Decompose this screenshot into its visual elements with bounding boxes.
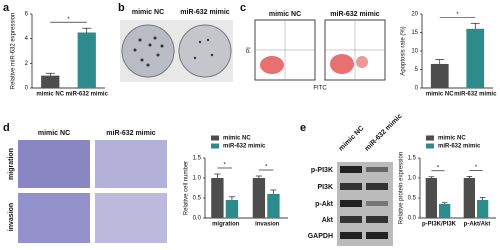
significance-label: * [437, 165, 440, 171]
bar [77, 32, 96, 88]
legend-label: mimic NC [223, 136, 251, 142]
axis-label: FITC [313, 86, 327, 92]
legend-swatch [426, 135, 434, 141]
legend-swatch [211, 143, 219, 149]
bar [41, 75, 60, 88]
cell-cluster [260, 56, 284, 74]
bar [439, 204, 451, 218]
row-label: GAPDH [308, 233, 333, 240]
legend-label: mimic NC [438, 136, 466, 142]
column-label: mimic NC [338, 125, 366, 153]
panel-label: c [240, 2, 246, 14]
y-tick-label: 0.5 [408, 196, 417, 202]
bar [477, 200, 489, 218]
x-tick-label: miR-632 mimic [454, 92, 497, 98]
bar [267, 194, 280, 218]
cell-cluster [330, 54, 354, 74]
image-label: mimic NC [38, 130, 70, 137]
image-label: miR-632 mimic [106, 130, 156, 137]
row-label: migration [8, 148, 15, 180]
bar [425, 178, 438, 218]
legend-swatch [211, 135, 219, 141]
panel-label: d [3, 122, 10, 134]
y-tick-label: 0.0 [193, 216, 202, 222]
legend-label: miR-632 mimic [223, 144, 266, 150]
row-label: p-PI3K [311, 167, 333, 174]
legend-label: miR-632 mimic [438, 144, 481, 150]
y-tick-label: 15 [411, 30, 418, 36]
x-tick-label: migration [212, 222, 240, 228]
y-axis-label: Relative cell number [184, 161, 190, 215]
y-tick-label: 1.5 [193, 156, 202, 162]
cell-image [18, 140, 90, 188]
blot [337, 162, 393, 246]
y-tick-label: 0.0 [408, 216, 417, 222]
y-tick-label: 1.0 [408, 176, 417, 182]
x-tick-label: invasion [255, 222, 280, 228]
colony-plate [178, 24, 232, 78]
x-tick-label: mimic NC [426, 92, 454, 98]
y-tick-label: 10 [411, 49, 418, 55]
significance-label: * [475, 165, 478, 171]
image-label: miR-632 mimic [180, 9, 230, 16]
cell-image [95, 193, 167, 243]
y-tick-label: 0 [415, 86, 419, 92]
significance-label: * [265, 165, 268, 171]
row-label: PI3K [317, 184, 333, 191]
bar [466, 28, 485, 88]
x-tick-label: miR-632 mimic [66, 92, 109, 98]
y-tick-label: 20 [411, 12, 418, 18]
y-tick-label: 4 [25, 36, 29, 42]
y-tick-label: 2 [25, 61, 29, 67]
panel-label: e [300, 122, 306, 134]
legend-swatch [426, 143, 434, 149]
panel-label: a [3, 2, 10, 14]
y-axis-label: Relative miR-632 expression [11, 13, 17, 90]
image-label: mimic NC [269, 11, 301, 18]
panel-label: b [118, 2, 125, 14]
cell-cluster [356, 56, 368, 68]
bar [430, 63, 449, 88]
y-tick-label: 1.5 [408, 156, 417, 162]
row-label: p-Akt [315, 201, 334, 208]
image-label: miR-632 mimic [330, 11, 380, 18]
bar [463, 178, 476, 218]
x-tick-label: mimic NC [36, 92, 64, 98]
y-axis-label: Relative protein expression [399, 152, 405, 224]
cell-image [95, 140, 167, 188]
column-label: miR-632 mimic [364, 113, 404, 153]
bar [225, 200, 239, 218]
x-tick-label: p-PI3K/PI3K [422, 222, 457, 228]
y-tick-label: 1.0 [193, 176, 202, 182]
y-tick-label: 5 [415, 67, 419, 73]
x-tick-label: p-Akt/Akt [464, 222, 491, 228]
significance-label: * [67, 17, 70, 23]
axis-label: PI [247, 47, 253, 53]
row-label: Akt [322, 217, 334, 224]
significance-label: * [456, 12, 459, 18]
y-axis-label: Apoptosis rate (%) [401, 26, 407, 75]
colonies [133, 36, 214, 67]
significance-label: * [223, 163, 226, 169]
colony-plate [121, 24, 175, 78]
row-label: invasion [8, 203, 15, 231]
bar [211, 178, 224, 218]
cell-image [18, 193, 90, 243]
y-tick-label: 0.5 [193, 196, 202, 202]
y-tick-label: 0 [25, 86, 29, 92]
image-label: mimic NC [132, 9, 164, 16]
bar [252, 178, 266, 218]
y-tick-label: 6 [25, 12, 29, 18]
